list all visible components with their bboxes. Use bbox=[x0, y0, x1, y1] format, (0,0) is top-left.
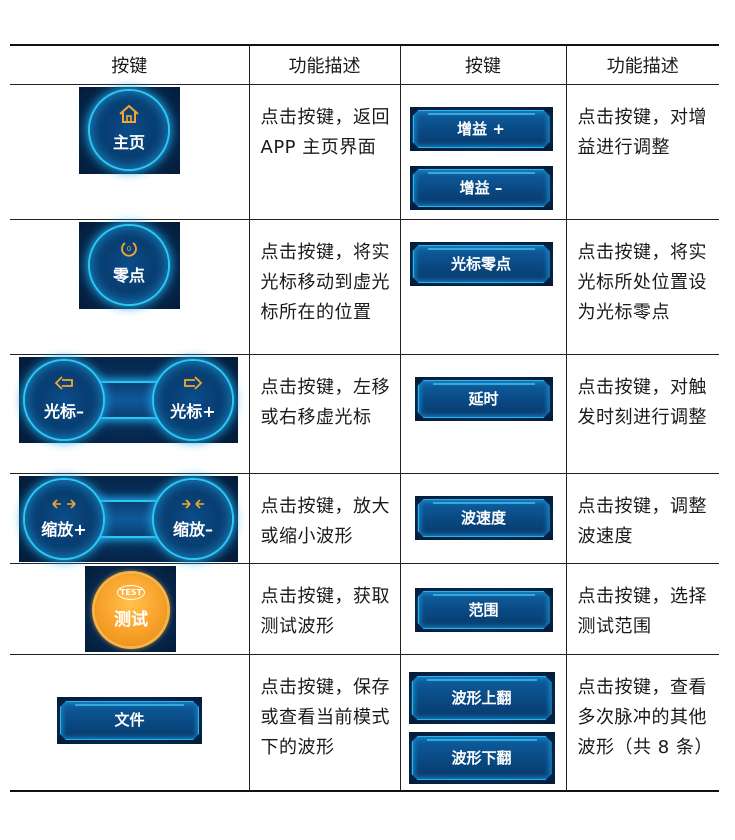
file-button[interactable]: 文件 bbox=[60, 701, 199, 740]
table-row: TEST 测试 点击按键，获取测试波形 范围 点击按键，选择测试范围 bbox=[10, 563, 719, 655]
key-cell: 延时 bbox=[400, 354, 567, 474]
wave-page-down-button[interactable]: 波形下翻 bbox=[412, 736, 552, 780]
key-cell: 波速度 bbox=[400, 473, 567, 564]
wave-page-up-button[interactable]: 波形上翻 bbox=[412, 676, 552, 720]
table-row: 文件 点击按键，保存或查看当前模式下的波形 波形上翻 波形下翻 bbox=[10, 654, 719, 792]
home-description: 点击按键，返回 APP 主页界面 bbox=[260, 107, 390, 158]
button-panel: 波形上翻 bbox=[408, 672, 555, 724]
test-description: 点击按键，获取测试波形 bbox=[260, 586, 390, 637]
range-description: 点击按键，选择测试范围 bbox=[577, 586, 707, 637]
table-row: 主页 点击按键，返回 APP 主页界面 增益 + 增益 – bbox=[10, 84, 719, 220]
button-panel: 增益 + bbox=[409, 107, 553, 151]
desc-cell: 点击按键，选择测试范围 bbox=[566, 563, 719, 655]
key-cell: 波形上翻 波形下翻 bbox=[400, 654, 567, 792]
desc-cell: 点击按键，调整波速度 bbox=[566, 473, 719, 564]
zero-description: 点击按键，将实光标移动到虚光标所在的位置 bbox=[260, 242, 390, 323]
key-cell: TEST 测试 bbox=[10, 563, 250, 655]
header-key-2: 按键 bbox=[400, 44, 567, 85]
range-button[interactable]: 范围 bbox=[418, 591, 550, 629]
key-cell: 光标– 光标+ bbox=[10, 354, 250, 474]
cursor-right-label: 光标+ bbox=[170, 402, 216, 421]
delay-button[interactable]: 延时 bbox=[418, 380, 550, 418]
home-button[interactable]: 主页 bbox=[90, 91, 168, 169]
key-cell: 缩放+ 缩放– bbox=[10, 473, 250, 564]
zoom-description: 点击按键，放大或缩小波形 bbox=[260, 496, 390, 547]
cursor-right-button[interactable]: 光标+ bbox=[154, 361, 232, 439]
button-panel: 0 零点 bbox=[79, 222, 180, 309]
key-cell: 范围 bbox=[400, 563, 567, 655]
key-cell: 文件 bbox=[10, 654, 250, 792]
zero-button[interactable]: 0 零点 bbox=[90, 226, 168, 304]
svg-text:0: 0 bbox=[127, 245, 131, 253]
key-function-table: 按键 功能描述 按键 功能描述 主页 点击按键，返回 APP 主页界面 bbox=[10, 44, 719, 792]
desc-cell: 点击按键，获取测试波形 bbox=[249, 563, 401, 655]
key-cell: 光标零点 bbox=[400, 219, 567, 355]
gain-up-button[interactable]: 增益 + bbox=[413, 110, 550, 148]
cursor-zero-description: 点击按键，将实光标所处位置设为光标零点 bbox=[577, 242, 707, 323]
test-button-label: 测试 bbox=[114, 610, 148, 630]
shrink-icon bbox=[154, 495, 232, 514]
button-panel: 缩放+ 缩放– bbox=[19, 476, 238, 562]
desc-cell: 点击按键，将实光标移动到虚光标所在的位置 bbox=[249, 219, 401, 355]
key-cell: 主页 bbox=[10, 84, 250, 220]
button-panel: 增益 – bbox=[409, 166, 553, 210]
gain-description: 点击按键，对增益进行调整 bbox=[577, 107, 707, 158]
key-cell: 增益 + 增益 – bbox=[400, 84, 567, 220]
table-row: 缩放+ 缩放– 点击按键，放大或缩小波形 波速度 bbox=[10, 473, 719, 564]
arrow-left-icon bbox=[25, 375, 103, 395]
zero-button-label: 零点 bbox=[112, 266, 145, 285]
zoom-out-button[interactable]: 缩放– bbox=[154, 480, 232, 558]
button-panel: 波速度 bbox=[414, 496, 553, 540]
file-description: 点击按键，保存或查看当前模式下的波形 bbox=[260, 677, 390, 758]
header-desc-2: 功能描述 bbox=[566, 44, 719, 85]
arrow-right-icon bbox=[154, 375, 232, 395]
test-button[interactable]: TEST 测试 bbox=[95, 574, 167, 646]
button-panel: 光标零点 bbox=[409, 242, 553, 286]
desc-cell: 点击按键，左移或右移虚光标 bbox=[249, 354, 401, 474]
desc-cell: 点击按键，对增益进行调整 bbox=[566, 84, 719, 220]
header-desc-1: 功能描述 bbox=[249, 44, 401, 85]
header-row: 按键 功能描述 按键 功能描述 bbox=[10, 44, 719, 85]
button-panel: 光标– 光标+ bbox=[19, 357, 238, 443]
expand-icon bbox=[25, 495, 103, 514]
cursor-left-button[interactable]: 光标– bbox=[25, 361, 103, 439]
cursor-description: 点击按键，左移或右移虚光标 bbox=[260, 377, 390, 428]
button-panel: 主页 bbox=[79, 87, 180, 174]
wave-speed-description: 点击按键，调整波速度 bbox=[577, 496, 707, 547]
desc-cell: 点击按键，放大或缩小波形 bbox=[249, 473, 401, 564]
home-button-label: 主页 bbox=[112, 133, 145, 152]
desc-cell: 点击按键，将实光标所处位置设为光标零点 bbox=[566, 219, 719, 355]
table-row: 0 零点 点击按键，将实光标移动到虚光标所在的位置 光标零点 点击按键，将实光标… bbox=[10, 219, 719, 355]
gain-down-button[interactable]: 增益 – bbox=[413, 169, 550, 207]
cursor-zero-button[interactable]: 光标零点 bbox=[413, 245, 550, 283]
button-panel: 波形下翻 bbox=[408, 732, 555, 784]
cursor-left-label: 光标– bbox=[43, 402, 84, 421]
wave-speed-button[interactable]: 波速度 bbox=[418, 499, 550, 537]
delay-description: 点击按键，对触发时刻进行调整 bbox=[577, 377, 707, 428]
desc-cell: 点击按键，返回 APP 主页界面 bbox=[249, 84, 401, 220]
button-panel: TEST 测试 bbox=[85, 566, 176, 652]
zoom-in-label: 缩放+ bbox=[41, 520, 87, 539]
button-panel: 延时 bbox=[414, 377, 553, 421]
desc-cell: 点击按键，对触发时刻进行调整 bbox=[566, 354, 719, 474]
button-panel: 范围 bbox=[414, 588, 553, 632]
key-cell: 0 零点 bbox=[10, 219, 250, 355]
zero-icon: 0 bbox=[90, 239, 168, 261]
wave-page-description: 点击按键，查看多次脉冲的其他波形（共 8 条） bbox=[577, 677, 713, 758]
home-icon bbox=[90, 104, 168, 128]
desc-cell: 点击按键，保存或查看当前模式下的波形 bbox=[249, 654, 401, 792]
button-panel: 文件 bbox=[57, 697, 202, 744]
desc-cell: 点击按键，查看多次脉冲的其他波形（共 8 条） bbox=[566, 654, 719, 792]
header-key-1: 按键 bbox=[10, 44, 250, 85]
zoom-out-label: 缩放– bbox=[172, 520, 213, 539]
zoom-in-button[interactable]: 缩放+ bbox=[25, 480, 103, 558]
test-badge: TEST bbox=[95, 585, 167, 600]
table-row: 光标– 光标+ 点击按键，左移或右移虚光标 延时 bbox=[10, 354, 719, 474]
